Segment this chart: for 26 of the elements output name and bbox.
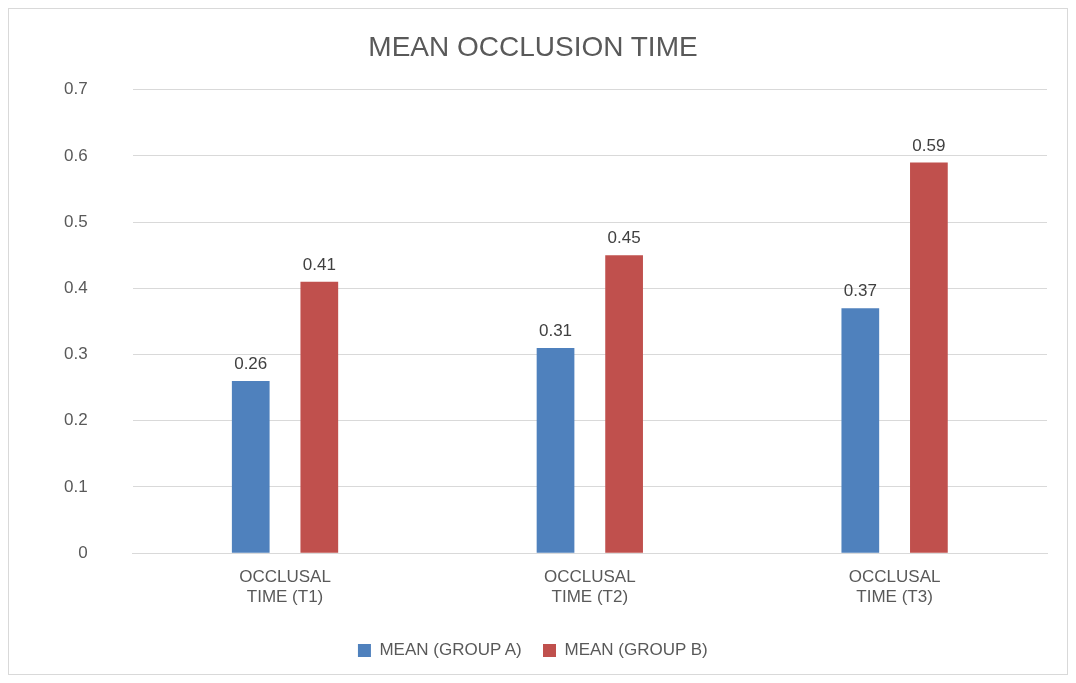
data-label: 0.59 [912,135,946,155]
y-tick-label: 0.1 [63,476,88,496]
data-label: 0.45 [607,228,641,248]
bar [910,162,948,553]
legend-label: MEAN (GROUP B) [564,640,708,660]
legend-label: MEAN (GROUP A) [379,640,522,660]
x-tick-label: OCCLUSAL TIME (T2) [544,567,636,607]
bar [841,308,880,553]
data-label: 0.37 [843,281,877,301]
y-tick-label: 0.2 [63,410,88,430]
y-tick-label: 0.3 [63,344,88,364]
chart-title: MEAN OCCLUSION TIME [368,30,698,62]
data-label: 0.41 [302,254,336,274]
y-tick-label: 0.5 [63,211,88,231]
bar [231,381,270,553]
y-tick-label: 0.4 [63,277,88,297]
data-label: 0.26 [234,354,268,374]
y-tick-label: 0.6 [63,145,88,165]
bar [605,255,643,553]
y-tick-label: 0 [78,542,88,562]
y-tick-label: 0.7 [63,79,88,99]
bar [536,347,575,553]
x-tick-label: OCCLUSAL TIME (T1) [239,567,331,607]
data-label: 0.31 [538,321,573,341]
bar [300,281,339,553]
x-tick-label: OCCLUSAL TIME (T3) [848,567,941,607]
